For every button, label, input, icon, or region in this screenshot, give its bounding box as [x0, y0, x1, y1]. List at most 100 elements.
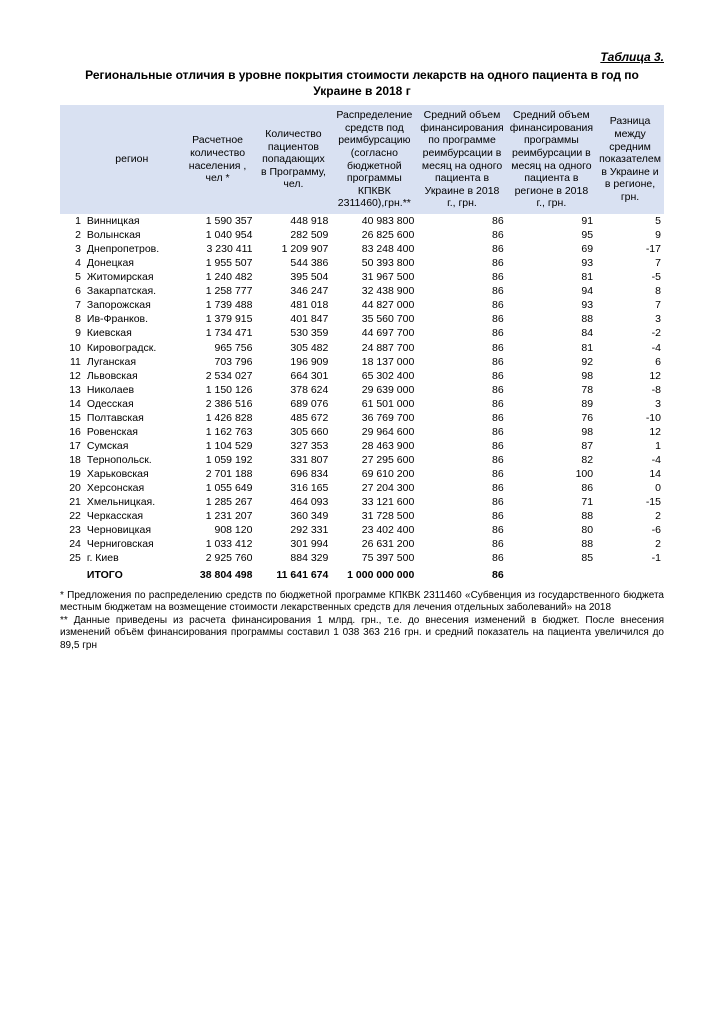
value-cell: 86 — [417, 214, 506, 228]
value-cell: 95 — [507, 228, 596, 242]
value-cell: 32 438 900 — [331, 284, 417, 298]
value-cell: 12 — [60, 369, 84, 383]
value-cell: 93 — [507, 256, 596, 270]
value-cell: 1 590 357 — [180, 214, 256, 228]
table-body: 1Винницкая1 590 357448 91840 983 8008691… — [60, 214, 664, 582]
value-cell: 86 — [417, 326, 506, 340]
table-row: 1Винницкая1 590 357448 91840 983 8008691… — [60, 214, 664, 228]
value-cell: 2 701 188 — [180, 467, 256, 481]
column-header: регион — [84, 105, 180, 214]
value-cell: -15 — [596, 495, 664, 509]
total-cell — [596, 566, 664, 582]
value-cell: 5 — [60, 270, 84, 284]
value-cell: 86 — [417, 425, 506, 439]
value-cell: 1 040 954 — [180, 228, 256, 242]
value-cell: -10 — [596, 411, 664, 425]
footnote: ** Данные приведены из расчета финансиро… — [60, 615, 664, 653]
region-cell: Луганская — [84, 355, 180, 369]
column-header: Распределение средств под реимбурсацию (… — [331, 105, 417, 214]
table-row: 5Житомирская1 240 482395 50431 967 50086… — [60, 270, 664, 284]
value-cell: 26 825 600 — [331, 228, 417, 242]
value-cell: 18 — [60, 453, 84, 467]
value-cell: 6 — [60, 284, 84, 298]
region-cell: Харьковская — [84, 467, 180, 481]
value-cell: 20 — [60, 481, 84, 495]
value-cell: 0 — [596, 481, 664, 495]
table-row: 14Одесская2 386 516689 07661 501 0008689… — [60, 397, 664, 411]
region-cell: Полтавская — [84, 411, 180, 425]
value-cell: 3 230 411 — [180, 242, 256, 256]
value-cell: 14 — [596, 467, 664, 481]
value-cell: 1 104 529 — [180, 439, 256, 453]
value-cell: 89 — [507, 397, 596, 411]
value-cell: 4 — [60, 256, 84, 270]
table-row: 8Ив-Франков.1 379 915401 84735 560 70086… — [60, 312, 664, 326]
value-cell: 305 660 — [255, 425, 331, 439]
value-cell: -4 — [596, 341, 664, 355]
value-cell: 86 — [417, 312, 506, 326]
value-cell: 481 018 — [255, 298, 331, 312]
value-cell: 1 033 412 — [180, 537, 256, 551]
table-row: 12Львовская2 534 027664 30165 302 400869… — [60, 369, 664, 383]
total-cell: 1 000 000 000 — [331, 566, 417, 582]
table-row: 13Николаев1 150 126378 62429 639 0008678… — [60, 383, 664, 397]
value-cell: -2 — [596, 326, 664, 340]
value-cell: 78 — [507, 383, 596, 397]
value-cell: 7 — [596, 256, 664, 270]
value-cell: 1 162 763 — [180, 425, 256, 439]
value-cell: 401 847 — [255, 312, 331, 326]
value-cell: 2 — [596, 509, 664, 523]
value-cell: 86 — [417, 481, 506, 495]
value-cell: 21 — [60, 495, 84, 509]
value-cell: 82 — [507, 453, 596, 467]
value-cell: 98 — [507, 425, 596, 439]
value-cell: 1 734 471 — [180, 326, 256, 340]
total-cell: ИТОГО — [84, 566, 180, 582]
value-cell: 86 — [417, 242, 506, 256]
table-title: Региональные отличия в уровне покрытия с… — [60, 68, 664, 99]
value-cell: -6 — [596, 523, 664, 537]
value-cell: 25 — [60, 551, 84, 565]
value-cell: 88 — [507, 509, 596, 523]
value-cell: 24 887 700 — [331, 341, 417, 355]
value-cell: 448 918 — [255, 214, 331, 228]
value-cell: 80 — [507, 523, 596, 537]
region-cell: Винницкая — [84, 214, 180, 228]
table-row: 20Херсонская1 055 649316 16527 204 30086… — [60, 481, 664, 495]
region-cell: Хмельницкая. — [84, 495, 180, 509]
table-row: 21Хмельницкая.1 285 267464 09333 121 600… — [60, 495, 664, 509]
value-cell: 29 639 000 — [331, 383, 417, 397]
region-cell: Кировоградск. — [84, 341, 180, 355]
value-cell: 100 — [507, 467, 596, 481]
region-cell: Житомирская — [84, 270, 180, 284]
value-cell: -1 — [596, 551, 664, 565]
value-cell: 71 — [507, 495, 596, 509]
region-cell: Киевская — [84, 326, 180, 340]
table-row: 18Тернопольск.1 059 192331 80727 295 600… — [60, 453, 664, 467]
value-cell: 14 — [60, 397, 84, 411]
region-cell: Черниговская — [84, 537, 180, 551]
value-cell: 5 — [596, 214, 664, 228]
table-row: 24Черниговская1 033 412301 99426 631 200… — [60, 537, 664, 551]
table-row: 19Харьковская2 701 188696 83469 610 2008… — [60, 467, 664, 481]
value-cell: 12 — [596, 425, 664, 439]
value-cell: 292 331 — [255, 523, 331, 537]
region-cell: Тернопольск. — [84, 453, 180, 467]
value-cell: 1 059 192 — [180, 453, 256, 467]
value-cell: 327 353 — [255, 439, 331, 453]
value-cell: 44 827 000 — [331, 298, 417, 312]
region-cell: Сумская — [84, 439, 180, 453]
value-cell: 1 379 915 — [180, 312, 256, 326]
value-cell: 2 — [596, 537, 664, 551]
value-cell: -4 — [596, 453, 664, 467]
value-cell: 8 — [596, 284, 664, 298]
value-cell: 86 — [417, 383, 506, 397]
value-cell: 26 631 200 — [331, 537, 417, 551]
value-cell: 69 610 200 — [331, 467, 417, 481]
value-cell: 86 — [417, 355, 506, 369]
value-cell: 282 509 — [255, 228, 331, 242]
value-cell: -5 — [596, 270, 664, 284]
value-cell: 81 — [507, 270, 596, 284]
value-cell: 98 — [507, 369, 596, 383]
value-cell: 884 329 — [255, 551, 331, 565]
